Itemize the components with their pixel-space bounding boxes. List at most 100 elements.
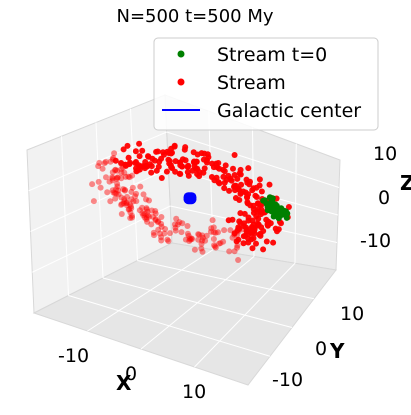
- stream-point: [222, 162, 229, 169]
- stream-point: [158, 155, 165, 162]
- stream-point: [155, 226, 162, 233]
- stream-point: [119, 164, 126, 171]
- stream-point: [173, 215, 180, 222]
- stream-point: [221, 185, 228, 192]
- stream-point: [200, 156, 207, 163]
- stream-point: [178, 229, 185, 236]
- stream-point: [257, 230, 264, 237]
- stream-point: [240, 233, 247, 240]
- z-tick-label: 10: [373, 143, 397, 165]
- stream-point: [115, 191, 122, 198]
- stream-point: [144, 218, 151, 225]
- stream-point: [241, 210, 248, 217]
- stream-point: [143, 205, 150, 212]
- stream-point: [114, 167, 121, 174]
- stream-point: [181, 146, 188, 153]
- stream-point: [250, 235, 257, 242]
- stream-point: [252, 192, 259, 199]
- chart-title: N=500 t=500 My: [116, 6, 273, 27]
- stream-point: [109, 187, 116, 194]
- stream-point: [115, 187, 122, 194]
- stream-point: [123, 202, 130, 209]
- stream-point: [234, 242, 241, 249]
- stream-point: [199, 248, 206, 255]
- stream-point: [191, 246, 198, 253]
- stream-point: [152, 216, 159, 223]
- stream-point: [215, 229, 221, 236]
- stream-point: [155, 218, 162, 225]
- stream-point: [154, 219, 161, 226]
- stream-point: [255, 221, 262, 228]
- galactic-center-point: [186, 194, 197, 205]
- stream-point: [90, 198, 97, 205]
- stream-point: [149, 213, 156, 220]
- stream-point: [109, 169, 116, 176]
- stream-point: [199, 232, 206, 239]
- stream-point: [263, 216, 270, 223]
- stream-t0-point: [278, 210, 285, 217]
- stream-point: [226, 187, 233, 194]
- stream-point: [215, 160, 222, 166]
- z-tick-label: -10: [360, 230, 391, 252]
- stream-point: [120, 186, 127, 193]
- stream-point: [158, 214, 165, 220]
- stream-point: [172, 227, 179, 234]
- stream-point: [124, 193, 130, 200]
- stream-point: [234, 232, 240, 239]
- stream-point: [110, 154, 117, 161]
- stream-t0-point: [270, 213, 277, 220]
- stream-point: [220, 166, 227, 173]
- stream-point: [111, 150, 118, 157]
- stream-point: [221, 179, 228, 186]
- stream-point: [226, 248, 233, 255]
- y-tick-label: -10: [272, 369, 303, 391]
- stream-point: [232, 187, 238, 194]
- stream-point: [152, 210, 159, 217]
- stream-point: [231, 152, 238, 158]
- stream-point: [253, 240, 259, 247]
- stream-point: [185, 232, 192, 239]
- stream-point: [118, 166, 125, 172]
- stream-point: [158, 175, 165, 181]
- stream-point: [109, 177, 116, 184]
- legend-box: [153, 37, 379, 131]
- stream-point: [126, 161, 133, 168]
- stream-point: [112, 195, 119, 202]
- stream-point: [195, 231, 202, 238]
- legend-marker-stream-t0: [177, 50, 185, 58]
- stream-point: [250, 225, 257, 232]
- stream-point: [122, 173, 129, 180]
- stream-point: [107, 158, 114, 165]
- stream-point: [263, 238, 270, 245]
- stream-point: [126, 206, 133, 213]
- stream-point: [249, 245, 256, 252]
- stream-point: [216, 240, 223, 247]
- stream-point: [121, 198, 128, 205]
- stream-point: [129, 172, 136, 179]
- stream-point: [112, 190, 118, 197]
- stream-point: [210, 229, 217, 236]
- stream-point: [186, 238, 193, 244]
- stream-point: [231, 172, 238, 178]
- legend-label-stream: Stream: [217, 72, 286, 94]
- grid-line: [137, 260, 315, 300]
- stream-point: [274, 228, 280, 235]
- stream-point: [176, 219, 183, 226]
- stream-point: [148, 169, 155, 176]
- stream-point: [112, 167, 119, 174]
- stream-point: [143, 214, 150, 221]
- stream-point: [266, 181, 273, 188]
- stream-point: [240, 188, 247, 195]
- stream-point: [97, 184, 104, 191]
- stream-point: [189, 236, 196, 242]
- y-axis-label: Y: [329, 339, 345, 363]
- stream-point: [104, 189, 111, 196]
- stream-point: [158, 237, 165, 244]
- stream-point: [177, 171, 184, 177]
- stream-point: [186, 235, 193, 242]
- stream-point: [136, 140, 143, 147]
- stream-point: [113, 175, 120, 182]
- legend-marker-stream: [177, 78, 185, 86]
- stream-point: [150, 229, 157, 236]
- stream-point: [156, 230, 163, 237]
